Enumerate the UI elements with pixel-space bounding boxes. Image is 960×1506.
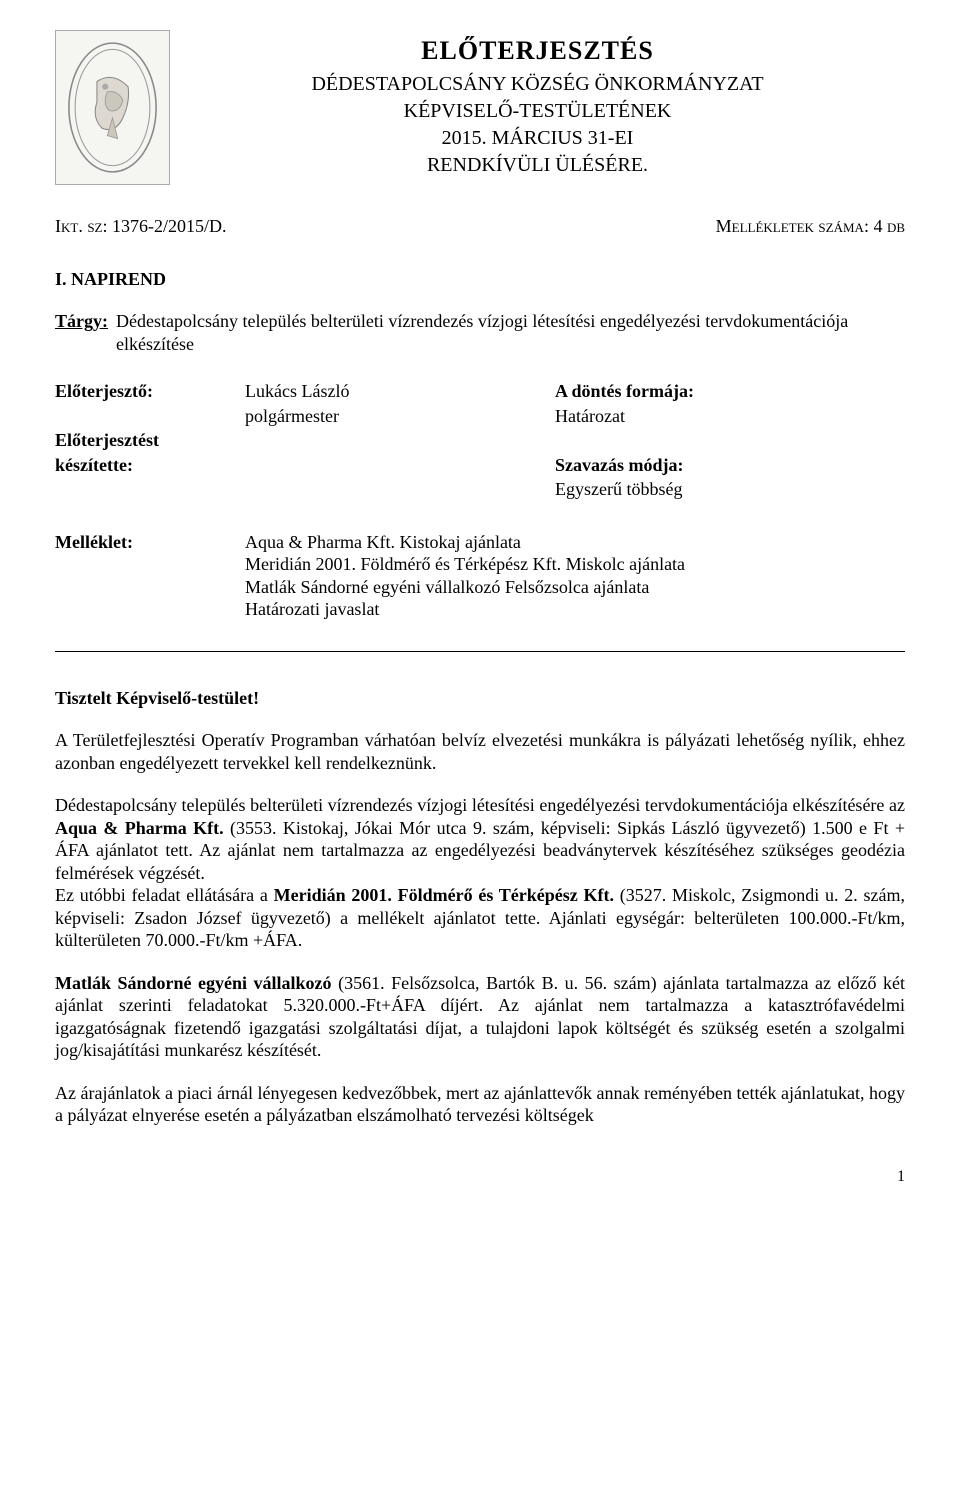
para-bold: Matlák Sándorné egyéni vállalkozó — [55, 973, 332, 993]
info-row: Előterjesztő: Lukács László A döntés for… — [55, 380, 905, 403]
page-number: 1 — [55, 1167, 905, 1187]
attachment-item: Határozati javaslat — [245, 598, 905, 621]
presenter-role: polgármester — [245, 405, 555, 428]
ikt-number: Ikt. sz: 1376-2/2015/D. — [55, 215, 227, 238]
attachment-item: Meridián 2001. Földmérő és Térképész Kft… — [245, 553, 905, 576]
preparer-label-2: készítette: — [55, 454, 245, 477]
document-subtitle-1: DÉDESTAPOLCSÁNY KÖZSÉG ÖNKORMÁNYZAT — [170, 72, 905, 97]
meta-row: Ikt. sz: 1376-2/2015/D. Mellékletek szám… — [55, 215, 905, 238]
document-title: ELŐTERJESZTÉS — [170, 35, 905, 68]
subject-text: Dédestapolcsány település belterületi ví… — [116, 310, 905, 355]
ikt-value: 1376-2/2015/D. — [112, 216, 227, 236]
info-row: készítette: Szavazás módja: — [55, 454, 905, 477]
crest-image — [55, 30, 170, 185]
horizontal-rule — [55, 651, 905, 652]
subject-row: Tárgy: Dédestapolcsány település belterü… — [55, 310, 905, 355]
document-header: ELŐTERJESZTÉS DÉDESTAPOLCSÁNY KÖZSÉG ÖNK… — [55, 30, 905, 185]
voting-mode-label: Szavazás módja: — [555, 455, 684, 475]
attachment-item: Matlák Sándorné egyéni vállalkozó Felsőz… — [245, 576, 905, 599]
decision-form-label: A döntés formája: — [555, 381, 694, 401]
document-subtitle-3: 2015. MÁRCIUS 31-EI — [170, 126, 905, 151]
para-text: Dédestapolcsány település belterületi ví… — [55, 795, 905, 815]
ikt-label: Ikt. sz: — [55, 216, 112, 236]
presenter-label: Előterjesztő: — [55, 380, 245, 403]
document-subtitle-2: KÉPVISELŐ-TESTÜLETÉNEK — [170, 99, 905, 124]
info-row: Egyszerű többség — [55, 478, 905, 501]
attachments-row: Melléklet: Aqua & Pharma Kft. Kistokaj a… — [55, 531, 905, 621]
salutation: Tisztelt Képviselő-testület! — [55, 687, 905, 710]
body-paragraph: A Területfejlesztési Operatív Programban… — [55, 729, 905, 774]
attachments-label: Melléklet: — [55, 531, 245, 621]
para-bold: Aqua & Pharma Kft. — [55, 818, 224, 838]
voting-mode-value: Egyszerű többség — [555, 478, 905, 501]
preparer-label-1: Előterjesztést — [55, 429, 245, 452]
crest-icon — [65, 40, 160, 175]
body-paragraph: Az árajánlatok a piaci árnál lényegesen … — [55, 1082, 905, 1127]
decision-form-value: Határozat — [555, 405, 905, 428]
napirend-heading: I. NAPIREND — [55, 268, 905, 291]
document-subtitle-4: RENDKÍVÜLI ÜLÉSÉRE. — [170, 153, 905, 178]
body-paragraph: Matlák Sándorné egyéni vállalkozó (3561.… — [55, 972, 905, 1062]
attachment-item: Aqua & Pharma Kft. Kistokaj ajánlata — [245, 531, 905, 554]
attachments-count: Mellékletek száma: 4 db — [716, 215, 905, 238]
subject-label: Tárgy: — [55, 310, 108, 355]
attachments-content: Aqua & Pharma Kft. Kistokaj ajánlata Mer… — [245, 531, 905, 621]
para-bold: Meridián 2001. Földmérő és Térképész Kft… — [274, 885, 614, 905]
header-text-block: ELŐTERJESZTÉS DÉDESTAPOLCSÁNY KÖZSÉG ÖNK… — [170, 30, 905, 180]
info-row: polgármester Határozat — [55, 405, 905, 428]
info-row: Előterjesztést — [55, 429, 905, 452]
info-table: Előterjesztő: Lukács László A döntés for… — [55, 380, 905, 501]
presenter-name: Lukács László — [245, 380, 555, 403]
body-paragraph: Dédestapolcsány település belterületi ví… — [55, 794, 905, 952]
para-text: Ez utóbbi feladat ellátására a — [55, 885, 274, 905]
